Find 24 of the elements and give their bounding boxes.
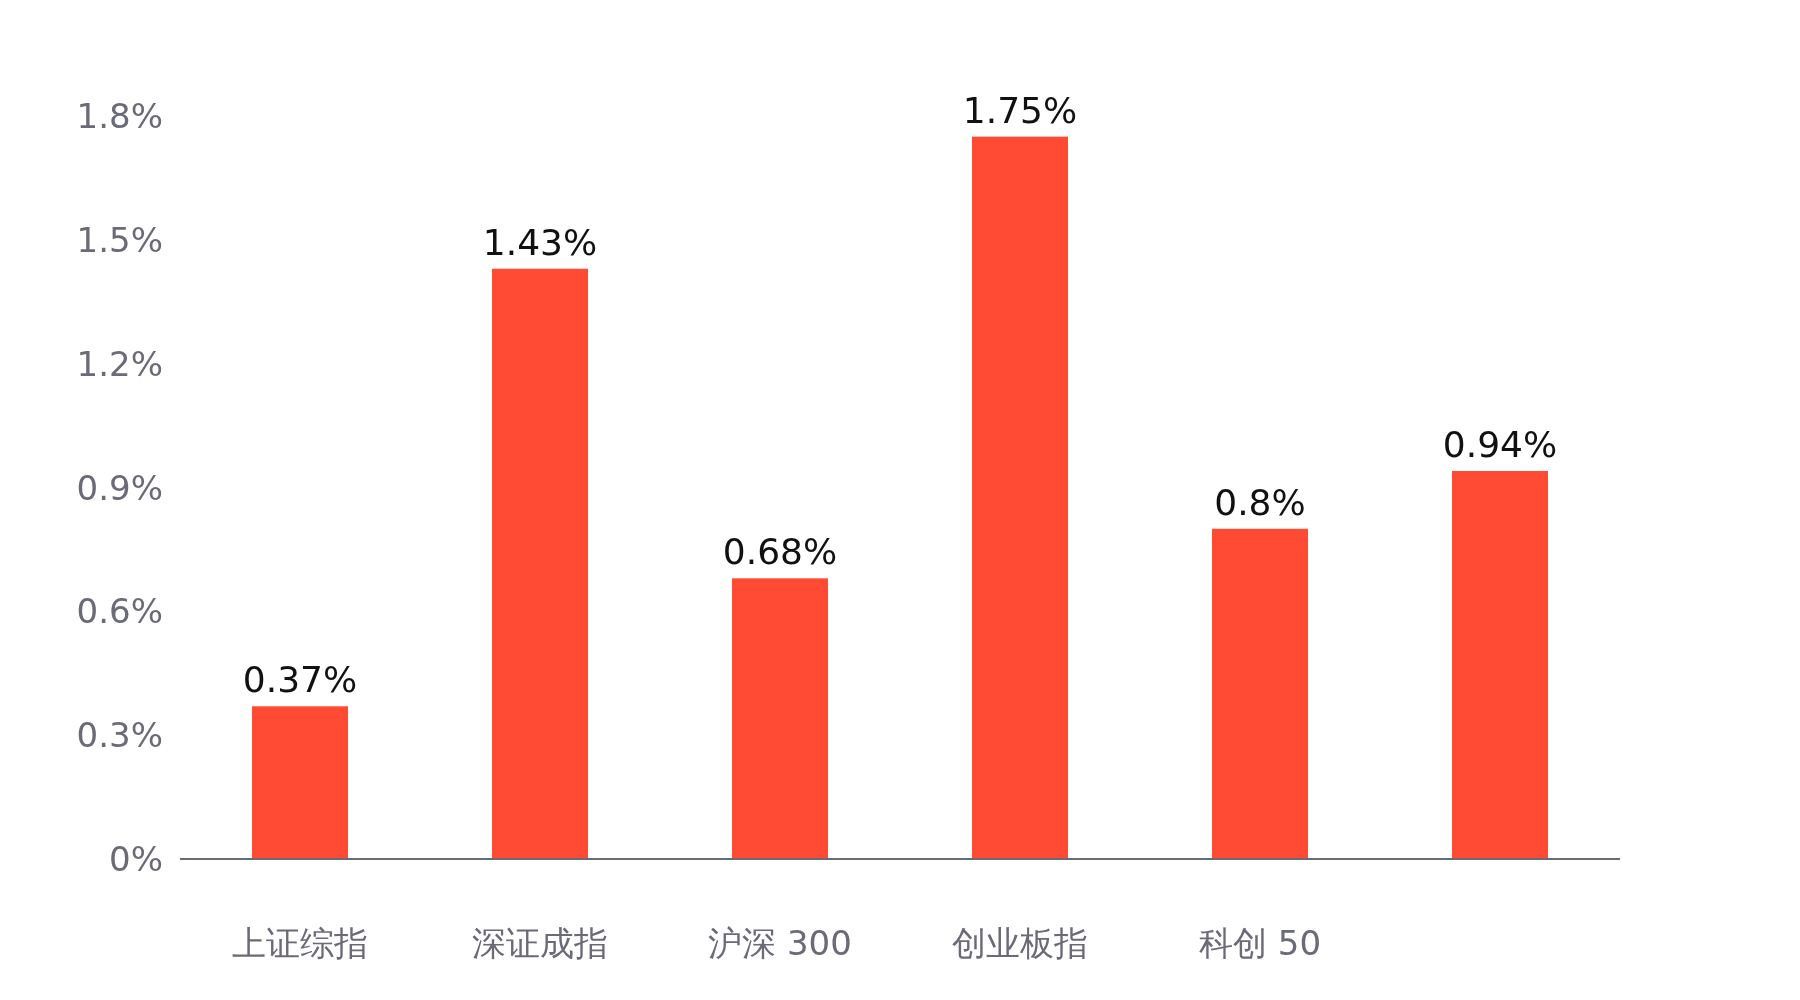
- data-label: 1.43%: [482, 221, 598, 263]
- x-tick-label: 深证成指: [472, 923, 608, 963]
- y-tick-label: 1.2%: [76, 343, 163, 384]
- x-tick-label: 科创 50: [1198, 923, 1322, 963]
- bar: [1452, 470, 1548, 859]
- data-label: 0.68%: [722, 531, 838, 573]
- x-tick-label: 上证综指: [232, 923, 368, 963]
- bar: [252, 706, 348, 859]
- data-label: 0.37%: [242, 659, 358, 701]
- bar: [492, 268, 588, 859]
- y-tick-label: 1.8%: [76, 96, 163, 136]
- bar: [732, 578, 828, 859]
- y-tick-label: 1.5%: [76, 219, 163, 260]
- x-tick-label: 沪深 300: [708, 923, 852, 963]
- x-tick-label: 创业板指: [952, 923, 1088, 963]
- bar: [972, 136, 1068, 859]
- data-label: 0.8%: [1214, 481, 1306, 523]
- data-label: 1.75%: [962, 89, 1078, 131]
- y-tick-label: 0%: [109, 839, 163, 879]
- y-tick-label: 0.6%: [76, 591, 163, 632]
- y-tick-label: 0.9%: [76, 467, 163, 508]
- y-tick-label: 0.3%: [76, 715, 163, 756]
- bar: [1212, 528, 1308, 859]
- data-label: 0.94%: [1442, 423, 1558, 465]
